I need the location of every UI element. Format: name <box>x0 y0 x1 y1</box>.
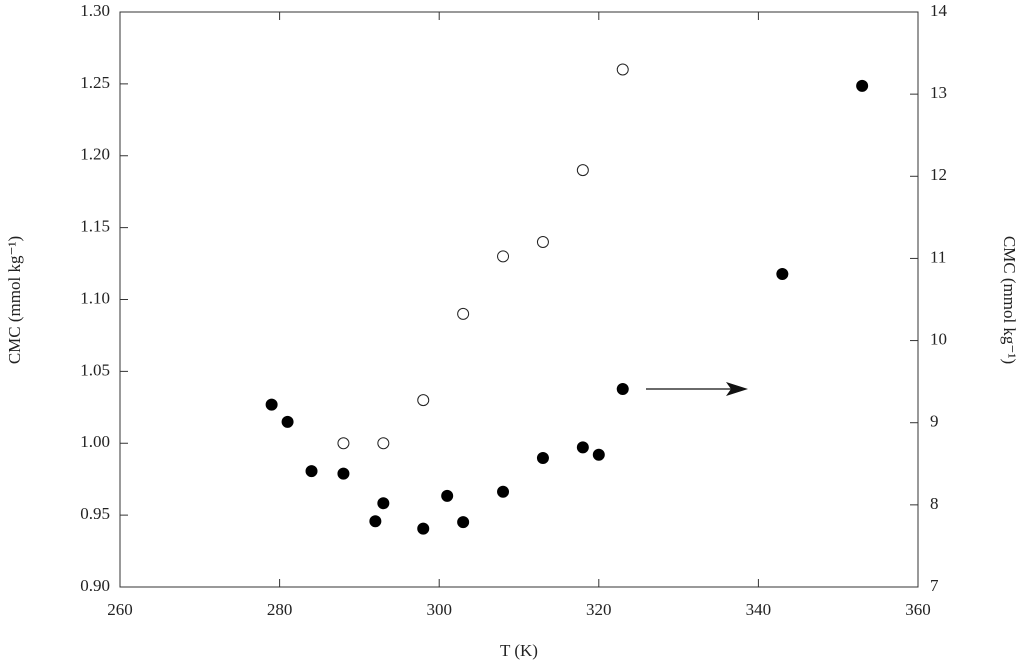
data-point <box>616 383 629 396</box>
data-point <box>441 489 454 502</box>
data-point <box>377 497 390 510</box>
x-tick-label: 360 <box>905 600 931 619</box>
y2-tick-label: 8 <box>930 494 939 513</box>
plot-frame <box>119 11 919 588</box>
x-tick-label: 340 <box>746 600 772 619</box>
y-tick-label: 1.20 <box>80 145 110 164</box>
x-tick-label: 280 <box>267 600 293 619</box>
data-point <box>616 63 629 76</box>
data-point <box>576 164 589 177</box>
y-tick-label: 1.10 <box>80 288 110 307</box>
data-point <box>417 394 430 407</box>
data-point <box>377 437 390 450</box>
data-point <box>497 485 510 498</box>
x-tick-label: 320 <box>586 600 612 619</box>
y-tick-label: 0.95 <box>80 504 110 523</box>
data-point <box>457 516 470 529</box>
x-tick-label: 300 <box>426 600 452 619</box>
y2-tick-label: 12 <box>930 165 947 184</box>
y2-axis-label: CMC (mmol kg⁻¹) <box>1000 236 1019 364</box>
data-point <box>337 467 350 480</box>
data-point <box>497 250 510 263</box>
data-point <box>337 437 350 450</box>
data-point <box>592 448 605 461</box>
data-point <box>776 268 789 281</box>
data-point <box>369 515 382 528</box>
y-tick-label: 1.15 <box>80 217 110 236</box>
x-axis-label: T (K) <box>500 641 538 660</box>
y2-tick-label: 10 <box>930 329 947 348</box>
data-point <box>281 415 294 428</box>
data-point <box>457 307 470 320</box>
y-tick-label: 1.05 <box>80 360 110 379</box>
y-tick-label: 1.00 <box>80 432 110 451</box>
data-point <box>305 465 318 478</box>
data-point <box>536 236 549 248</box>
y-axis-label: CMC (mmol kg⁻¹) <box>5 236 24 364</box>
data-point <box>576 441 589 454</box>
y2-tick-label: 9 <box>930 412 939 431</box>
y2-tick-label: 13 <box>930 83 947 102</box>
y-tick-label: 1.30 <box>80 1 110 20</box>
y-tick-label: 1.25 <box>80 73 110 92</box>
axis-arrowhead <box>726 382 748 396</box>
data-point <box>856 79 869 92</box>
y2-tick-label: 11 <box>930 247 946 266</box>
data-point <box>265 398 278 411</box>
y2-tick-label: 7 <box>930 576 939 595</box>
y-tick-label: 0.90 <box>80 576 110 595</box>
x-tick-label: 260 <box>107 600 133 619</box>
data-point <box>417 522 430 535</box>
y2-tick-label: 14 <box>930 1 948 20</box>
data-point <box>536 452 549 465</box>
